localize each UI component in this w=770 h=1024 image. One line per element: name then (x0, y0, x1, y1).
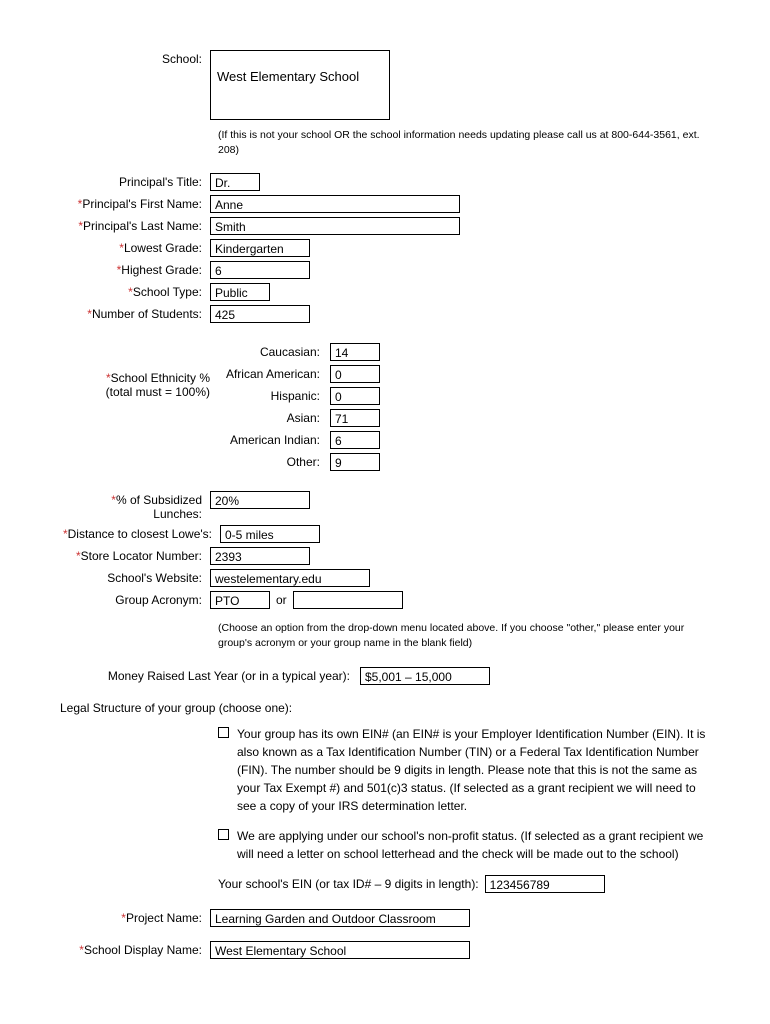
principal-last-label: *Principal's Last Name: (60, 217, 210, 233)
money-raised-label: Money Raised Last Year (or in a typical … (60, 667, 360, 683)
legal-opt1-text: Your group has its own EIN# (an EIN# is … (237, 725, 710, 815)
acronym-note: (Choose an option from the drop-down men… (218, 621, 710, 650)
principal-title-label: Principal's Title: (60, 173, 210, 189)
acronym-or: or (276, 593, 287, 607)
school-type-input[interactable]: Public (210, 283, 270, 301)
principal-last-input[interactable]: Smith (210, 217, 460, 235)
distance-input[interactable]: 0-5 miles (220, 525, 320, 543)
display-name-input[interactable]: West Elementary School (210, 941, 470, 959)
display-name-label: *School Display Name: (60, 941, 210, 957)
legal-opt1-checkbox[interactable] (218, 727, 229, 738)
ethnicity-label-5: Other: (60, 453, 330, 469)
legal-structure-title: Legal Structure of your group (choose on… (60, 701, 710, 715)
website-label: School's Website: (60, 569, 210, 585)
distance-label: *Distance to closest Lowe's: (60, 525, 220, 541)
school-label: School: (60, 50, 210, 66)
money-raised-input[interactable]: $5,001 – 15,000 (360, 667, 490, 685)
principal-title-input[interactable]: Dr. (210, 173, 260, 191)
school-input[interactable]: West Elementary School (210, 50, 390, 120)
ethnicity-label-3: Asian: (60, 409, 330, 425)
acronym-label: Group Acronym: (60, 591, 210, 607)
principal-first-label: *Principal's First Name: (60, 195, 210, 211)
principal-first-input[interactable]: Anne (210, 195, 460, 213)
ethnicity-group-label-2: (total must = 100%) (60, 385, 210, 399)
lowest-grade-input[interactable]: Kindergarten (210, 239, 310, 257)
ein-label: Your school's EIN (or tax ID# – 9 digits… (218, 877, 479, 891)
school-note: (If this is not your school OR the schoo… (218, 128, 710, 157)
ethnicity-input-3[interactable]: 71 (330, 409, 380, 427)
ethnicity-input-5[interactable]: 9 (330, 453, 380, 471)
project-name-input[interactable]: Learning Garden and Outdoor Classroom (210, 909, 470, 927)
store-locator-input[interactable]: 2393 (210, 547, 310, 565)
num-students-label: *Number of Students: (60, 305, 210, 321)
num-students-input[interactable]: 425 (210, 305, 310, 323)
ethnicity-group-label-1: *School Ethnicity % (60, 371, 210, 385)
ethnicity-input-1[interactable]: 0 (330, 365, 380, 383)
acronym-other-input[interactable] (293, 591, 403, 609)
subsidized-input[interactable]: 20% (210, 491, 310, 509)
ethnicity-input-4[interactable]: 6 (330, 431, 380, 449)
highest-grade-label: *Highest Grade: (60, 261, 210, 277)
legal-opt2-checkbox[interactable] (218, 829, 229, 840)
highest-grade-input[interactable]: 6 (210, 261, 310, 279)
ein-input[interactable]: 123456789 (485, 875, 605, 893)
ethnicity-label-0: Caucasian: (60, 343, 330, 359)
project-name-label: *Project Name: (60, 909, 210, 925)
lowest-grade-label: *Lowest Grade: (60, 239, 210, 255)
school-type-label: *School Type: (60, 283, 210, 299)
store-locator-label: *Store Locator Number: (60, 547, 210, 563)
subsidized-label: *% of Subsidized Lunches: (60, 491, 210, 521)
legal-opt2-text: We are applying under our school's non-p… (237, 827, 710, 863)
ethnicity-input-0[interactable]: 14 (330, 343, 380, 361)
ethnicity-label-4: American Indian: (60, 431, 330, 447)
acronym-input[interactable]: PTO (210, 591, 270, 609)
ethnicity-input-2[interactable]: 0 (330, 387, 380, 405)
website-input[interactable]: westelementary.edu (210, 569, 370, 587)
